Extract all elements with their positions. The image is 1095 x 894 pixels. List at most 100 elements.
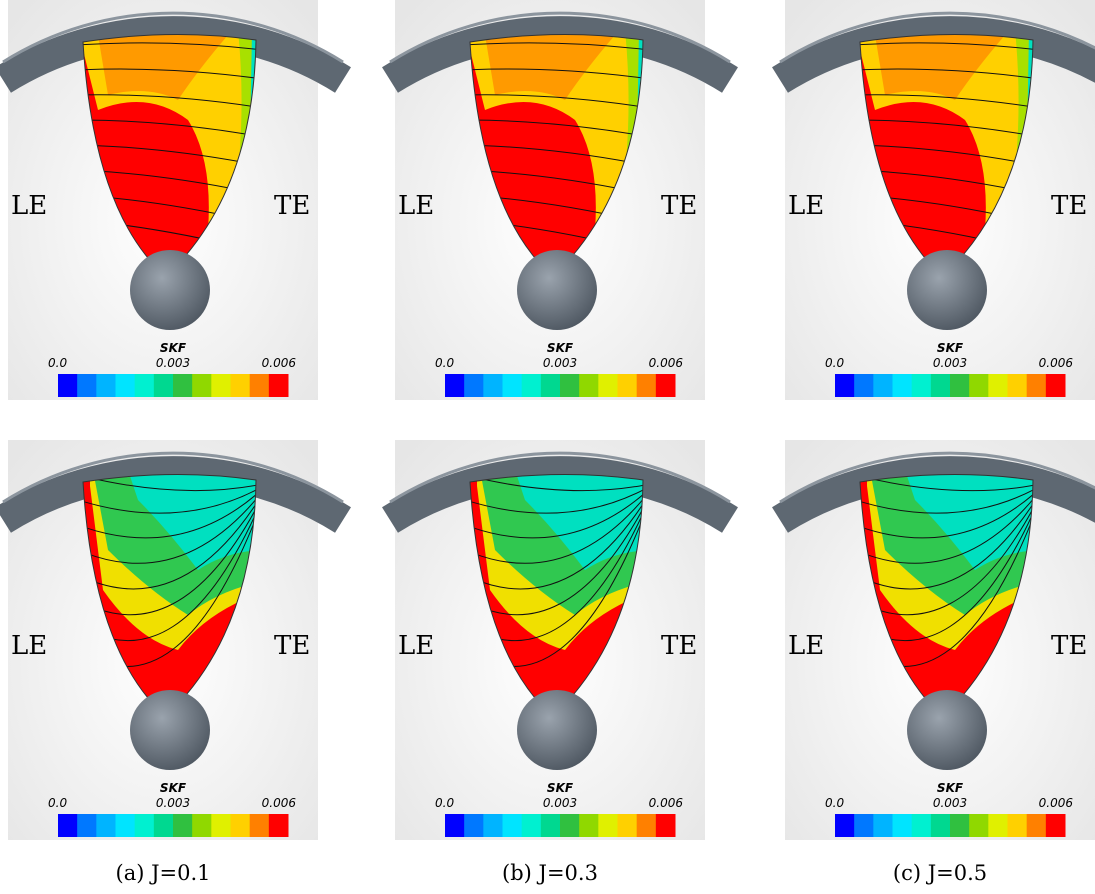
colorbar-swatch (950, 374, 970, 397)
left-label: LE (788, 191, 824, 221)
colorbar-swatch (77, 374, 97, 397)
right-label: TE (274, 191, 310, 221)
colorbar-title: SKF (160, 781, 187, 795)
colorbar-tick-label: 0.003 (156, 356, 190, 370)
colorbar-swatch (854, 374, 874, 397)
colorbar-swatch (560, 814, 580, 837)
colorbar-swatch (135, 374, 155, 397)
colorbar-title: SKF (937, 341, 964, 355)
colorbar-swatch (96, 374, 116, 397)
colorbar-swatch (445, 374, 465, 397)
hub (517, 250, 597, 330)
colorbar-swatch (96, 814, 116, 837)
colorbar-swatch (464, 814, 484, 837)
caption: (a) J=0.1 (116, 861, 211, 885)
colorbar-swatch (58, 374, 78, 397)
colorbar-swatch (598, 374, 618, 397)
colorbar-swatch (637, 814, 657, 837)
colorbar-swatch (173, 374, 193, 397)
colorbar-swatch (931, 814, 951, 837)
caption: (b) J=0.3 (502, 861, 598, 885)
colorbar-swatch (893, 814, 913, 837)
colorbar-swatch (211, 814, 231, 837)
colorbar-tick-label: 0.0 (48, 356, 67, 370)
colorbar-tick-label: 0.003 (933, 796, 967, 810)
colorbar-swatch (637, 374, 657, 397)
colorbar-swatch (893, 374, 913, 397)
colorbar-swatch (579, 814, 599, 837)
right-label: TE (1051, 631, 1087, 661)
colorbar-tick-label: 0.0 (435, 796, 454, 810)
colorbar-swatch (618, 374, 638, 397)
colorbar-swatch (211, 374, 231, 397)
colorbar-swatch (154, 374, 174, 397)
left-label: LE (398, 191, 434, 221)
colorbar-swatch (154, 814, 174, 837)
colorbar-swatch (579, 374, 599, 397)
colorbar-swatch (541, 814, 561, 837)
colorbar-tick-label: 0.0 (48, 796, 67, 810)
colorbar-swatch (1027, 374, 1047, 397)
hub (907, 690, 987, 770)
colorbar-title: SKF (160, 341, 187, 355)
caption: (c) J=0.5 (893, 861, 987, 885)
colorbar-swatch (560, 374, 580, 397)
right-label: TE (274, 631, 310, 661)
colorbar-tick-label: 0.003 (543, 356, 577, 370)
colorbar-swatch (988, 374, 1008, 397)
colorbar-swatch (969, 814, 989, 837)
colorbar-swatch (522, 814, 542, 837)
colorbar-swatch (503, 814, 523, 837)
colorbar-swatch (231, 374, 251, 397)
colorbar-title: SKF (547, 781, 574, 795)
colorbar-tick-label: 0.0 (825, 356, 844, 370)
colorbar-swatch (522, 374, 542, 397)
colorbar-tick-label: 0.006 (649, 356, 684, 370)
colorbar-swatch (931, 374, 951, 397)
colorbar-tick-label: 0.003 (156, 796, 190, 810)
colorbar-tick-label: 0.006 (649, 796, 684, 810)
left-label: LE (398, 631, 434, 661)
colorbar-tick-label: 0.006 (262, 356, 297, 370)
hub (130, 690, 210, 770)
panel: LETESKF0.00.0030.006 (780, 440, 1095, 840)
colorbar-swatch (464, 374, 484, 397)
page: LE TE SKF 0.0 0.003 0.006 LE TE SKF 0.0 0.003 0.006… (0, 0, 1095, 894)
colorbar-title: SKF (547, 341, 574, 355)
colorbar-swatch (656, 374, 676, 397)
colorbar-title: SKF (937, 781, 964, 795)
colorbar-swatch (192, 374, 212, 397)
right-label: TE (661, 631, 697, 661)
colorbar-swatch (192, 814, 212, 837)
colorbar-swatch (269, 814, 289, 837)
colorbar-swatch (873, 374, 893, 397)
panel: LETESKF0.00.0030.006 (3, 440, 343, 840)
colorbar-swatch (77, 814, 97, 837)
colorbar-swatch (618, 814, 638, 837)
colorbar-swatch (873, 814, 893, 837)
colorbar-swatch (598, 814, 618, 837)
colorbar-swatch (541, 374, 561, 397)
colorbar-swatch (835, 814, 855, 837)
colorbar-swatch (912, 374, 932, 397)
colorbar-tick-label: 0.003 (543, 796, 577, 810)
colorbar-tick-label: 0.006 (1039, 796, 1074, 810)
colorbar-swatch (854, 814, 874, 837)
hub (517, 690, 597, 770)
colorbar-swatch (58, 814, 78, 837)
colorbar-swatch (950, 814, 970, 837)
colorbar-swatch (503, 374, 523, 397)
right-label: TE (661, 191, 697, 221)
panel: LE TE SKF 0.0 0.003 0.006 (390, 440, 730, 840)
colorbar-swatch (969, 374, 989, 397)
colorbar-swatch (269, 374, 289, 397)
colorbar-swatch (1046, 814, 1066, 837)
colorbar-swatch (231, 814, 251, 837)
left-label: LE (788, 631, 824, 661)
figure: LE TE SKF 0.0 0.003 0.006 LE TE SKF 0.0 0.003 0.006… (0, 0, 1095, 894)
colorbar-swatch (445, 814, 465, 837)
right-label: TE (1051, 191, 1087, 221)
colorbar-swatch (1008, 814, 1028, 837)
colorbar-swatch (135, 814, 155, 837)
